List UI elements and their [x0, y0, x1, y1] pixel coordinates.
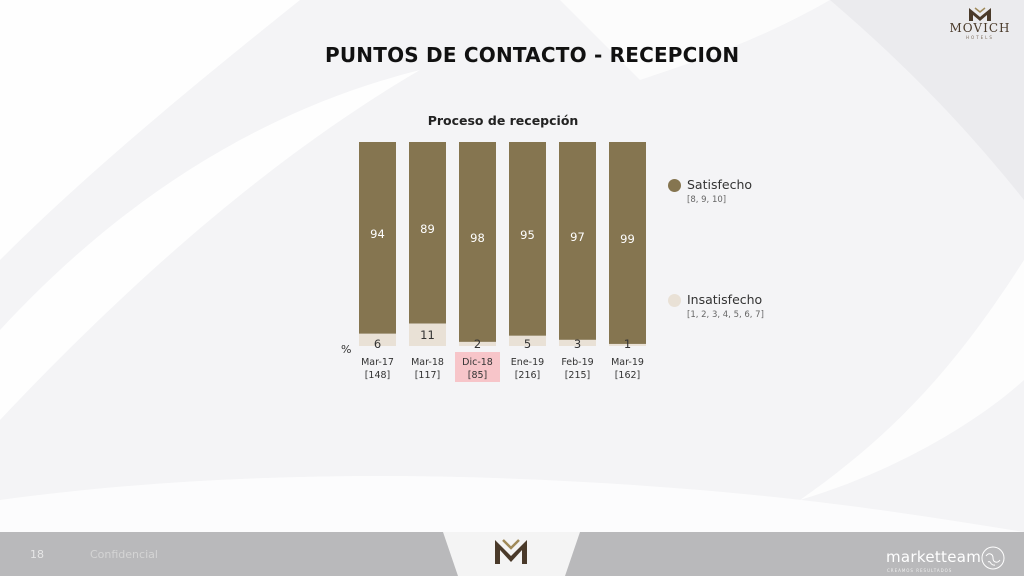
bar-insatisfecho	[559, 339, 596, 346]
x-tick-label: Mar-17	[361, 357, 394, 368]
legend-swatch-satisfecho	[668, 179, 681, 192]
legend-swatch-insatisfecho	[668, 294, 681, 307]
legend-label-satisfecho: Satisfecho	[687, 177, 753, 192]
bar-satisfecho	[359, 142, 396, 334]
data-label-insatisfecho: 5	[524, 337, 531, 351]
bar-insatisfecho	[459, 341, 496, 346]
data-label-insatisfecho: 6	[374, 337, 381, 351]
movich-logo-icon	[969, 7, 991, 21]
footer-movich-icon	[495, 539, 527, 564]
page-title: PUNTOS DE CONTACTO - RECEPCION	[325, 43, 740, 67]
sample-size-label: [216]	[515, 370, 541, 381]
bar-satisfecho	[409, 142, 446, 324]
x-tick-label: Mar-19	[611, 357, 644, 368]
bar-satisfecho	[559, 142, 596, 340]
slide-number: 18	[30, 548, 44, 561]
sample-size-label: [148]	[365, 370, 391, 381]
legend-note-satisfecho: [8, 9, 10]	[687, 195, 727, 205]
bar-satisfecho	[509, 142, 546, 336]
bar-satisfecho	[609, 142, 646, 344]
data-label-insatisfecho: 11	[420, 328, 435, 342]
legend-note-insatisfecho: [1, 2, 3, 4, 5, 6, 7]	[687, 310, 764, 320]
bar-insatisfecho	[359, 333, 396, 346]
sample-size-label: [85]	[468, 370, 488, 381]
sample-size-label: [162]	[615, 370, 641, 381]
movich-logo: MOVICH HOTELS	[944, 6, 1016, 40]
legend-label-insatisfecho: Insatisfecho	[687, 292, 763, 307]
marketteam-logo: marketteam CREAMOS RESULTADOS	[886, 544, 1014, 576]
bar-insatisfecho	[509, 335, 546, 346]
unit-label: %	[341, 343, 351, 356]
x-tick-label: Ene-19	[511, 357, 544, 368]
agency-tagline: CREAMOS RESULTADOS	[887, 568, 953, 573]
data-label-satisfecho: 89	[420, 222, 435, 236]
data-label-insatisfecho: 3	[574, 337, 581, 351]
footer-confidential: Confidencial	[90, 548, 158, 561]
data-label-satisfecho: 98	[470, 231, 485, 245]
brain-icon	[981, 546, 1005, 570]
data-label-satisfecho: 97	[570, 230, 585, 244]
bar-satisfecho	[459, 142, 496, 342]
highlight-box	[455, 352, 500, 382]
brand-subtitle: HOTELS	[966, 35, 994, 40]
data-label-satisfecho: 99	[620, 232, 635, 246]
sample-size-label: [117]	[415, 370, 441, 381]
x-tick-label: Mar-18	[411, 357, 444, 368]
x-tick-label: Feb-19	[561, 357, 593, 368]
x-tick-label: Dic-18	[462, 357, 493, 368]
footer-logo-tab	[443, 532, 580, 576]
brand-name: MOVICH	[949, 21, 1011, 35]
chart-title: Proceso de recepción	[428, 113, 579, 128]
agency-name: marketteam	[886, 548, 982, 566]
data-label-insatisfecho: 2	[474, 337, 481, 351]
bar-insatisfecho	[409, 323, 446, 346]
data-label-satisfecho: 94	[370, 227, 385, 241]
data-label-satisfecho: 95	[520, 228, 535, 242]
data-label-insatisfecho: 1	[624, 337, 631, 351]
bar-insatisfecho	[609, 343, 646, 346]
sample-size-label: [215]	[565, 370, 591, 381]
